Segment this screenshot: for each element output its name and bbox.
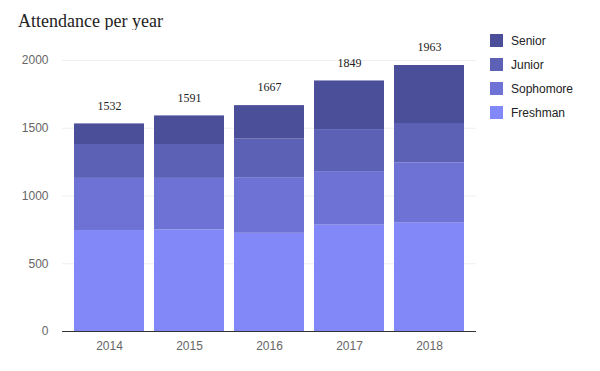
- svg-text:2000: 2000: [22, 53, 49, 67]
- svg-text:2018: 2018: [416, 339, 443, 353]
- svg-text:2014: 2014: [96, 339, 123, 353]
- svg-text:1500: 1500: [22, 121, 49, 135]
- svg-text:500: 500: [28, 257, 48, 271]
- svg-text:0: 0: [42, 324, 49, 338]
- svg-text:1532: 1532: [98, 99, 122, 113]
- svg-text:1667: 1667: [258, 80, 282, 94]
- html-text:Junior: Junior: [511, 57, 544, 72]
- svg-text:1000: 1000: [22, 189, 49, 203]
- html-text:Sophomore: Sophomore: [511, 81, 573, 96]
- svg-text:1963: 1963: [418, 40, 442, 54]
- svg-text:1591: 1591: [178, 91, 202, 105]
- svg-text:2016: 2016: [256, 339, 283, 353]
- html-text:Freshman: Freshman: [511, 105, 565, 120]
- svg-text:2017: 2017: [336, 339, 363, 353]
- svg-text:2015: 2015: [176, 339, 203, 353]
- svg-text:1849: 1849: [338, 56, 362, 70]
- html-text:Senior: Senior: [511, 33, 546, 48]
- html-text:Attendance per year: Attendance per year: [18, 11, 163, 31]
